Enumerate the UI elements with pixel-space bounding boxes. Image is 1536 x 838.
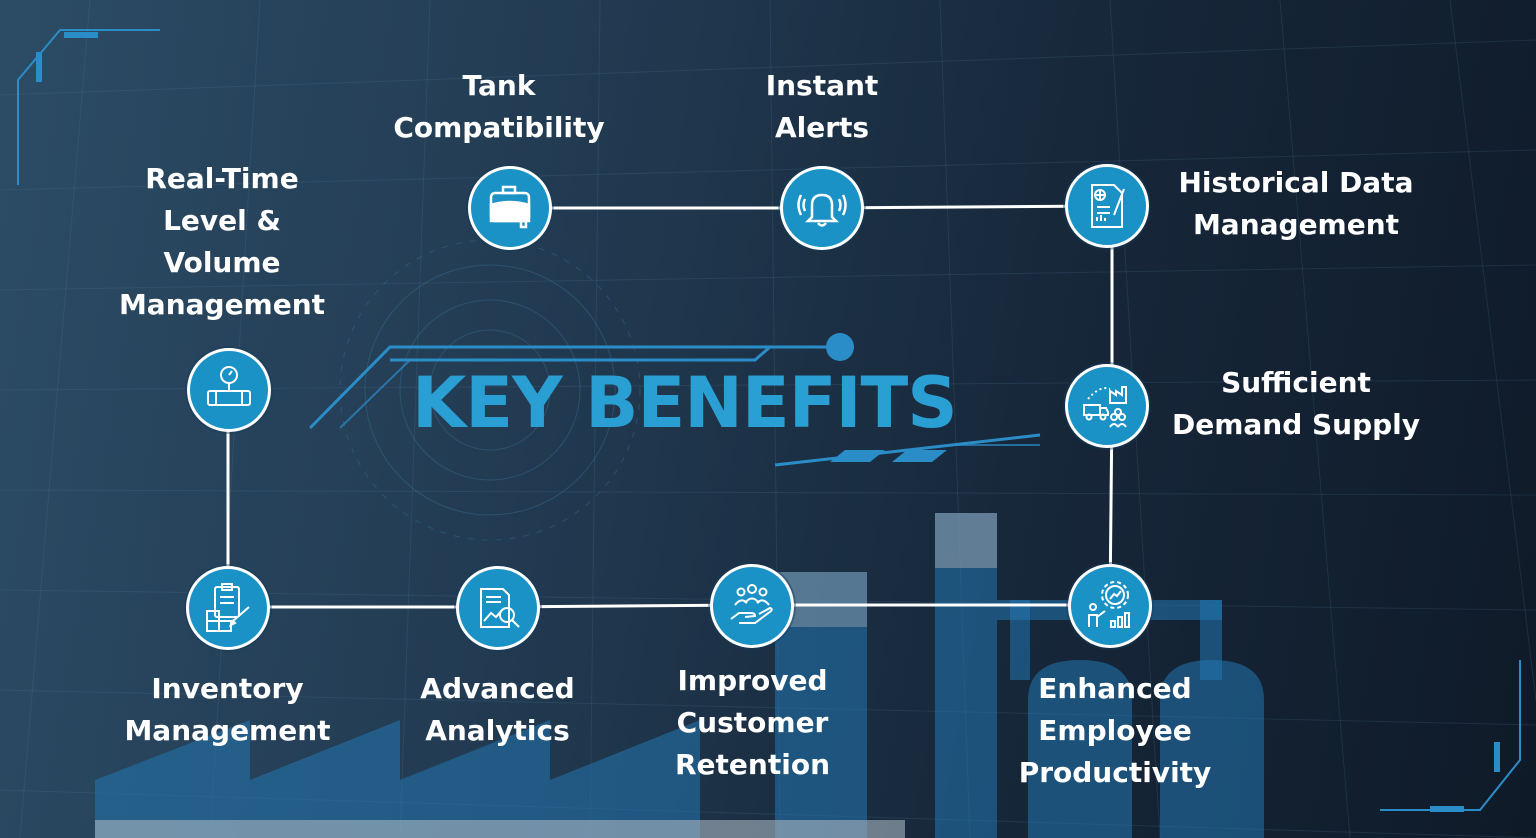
benefit-label-tank: Tank Compatibility bbox=[393, 69, 605, 144]
tank-icon bbox=[489, 185, 531, 229]
analytics-magnifier-icon bbox=[480, 588, 520, 628]
benefit-label-employee: Enhanced Employee Productivity bbox=[1018, 672, 1212, 789]
benefit-label-historical: Historical Data Management bbox=[1178, 166, 1414, 241]
customer-hand-icon bbox=[730, 584, 773, 624]
benefit-label-realtime: Real-Time Level & Volume Management bbox=[118, 162, 326, 321]
benefit-label-inventory: Inventory Management bbox=[124, 672, 331, 747]
report-document-icon bbox=[1091, 184, 1125, 228]
bell-icon bbox=[797, 193, 847, 227]
benefit-label-customer: Improved Customer Retention bbox=[674, 664, 830, 781]
benefit-node-alerts bbox=[780, 166, 864, 250]
benefit-node-realtime bbox=[187, 348, 271, 432]
benefit-node-analytics bbox=[456, 566, 540, 650]
benefit-node-employee bbox=[1068, 564, 1152, 648]
pressure-gauge-icon bbox=[207, 366, 251, 406]
benefit-node-tank bbox=[468, 166, 552, 250]
benefit-node-inventory bbox=[186, 566, 270, 650]
supply-chain-icon bbox=[1083, 386, 1127, 428]
benefit-node-customer bbox=[710, 564, 794, 648]
benefit-label-analytics: Advanced Analytics bbox=[420, 672, 575, 747]
benefit-label-demand: Sufficient Demand Supply bbox=[1171, 366, 1421, 441]
benefit-label-alerts: Instant Alerts bbox=[765, 69, 879, 144]
inventory-clipboard-icon bbox=[206, 583, 250, 632]
benefit-node-demand bbox=[1065, 364, 1149, 448]
page-title: KEY BENEFITS bbox=[412, 362, 958, 444]
benefit-node-historical bbox=[1065, 164, 1149, 248]
gear-growth-icon bbox=[1088, 581, 1130, 628]
